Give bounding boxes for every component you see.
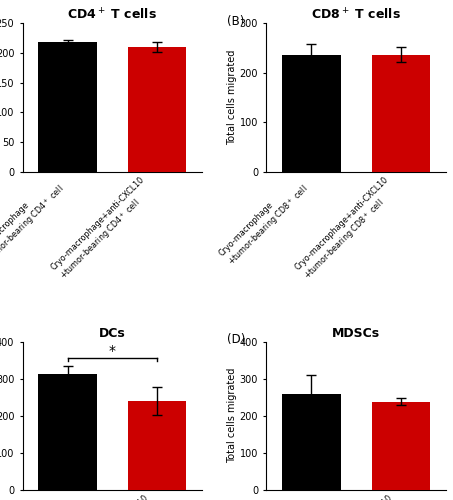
Bar bbox=[39, 374, 97, 490]
Bar bbox=[282, 394, 341, 490]
Bar bbox=[372, 54, 430, 172]
Title: CD8$^+$ T cells: CD8$^+$ T cells bbox=[311, 7, 401, 22]
Title: CD4$^+$ T cells: CD4$^+$ T cells bbox=[67, 7, 157, 22]
Text: *: * bbox=[109, 344, 116, 358]
Text: (B): (B) bbox=[227, 14, 244, 28]
Bar bbox=[372, 402, 430, 490]
Bar bbox=[128, 47, 187, 172]
Bar bbox=[282, 54, 341, 172]
Bar bbox=[39, 42, 97, 172]
Y-axis label: Total cells migrated: Total cells migrated bbox=[227, 50, 237, 146]
Y-axis label: Total cells migrated: Total cells migrated bbox=[227, 368, 237, 464]
Bar bbox=[128, 401, 187, 490]
Title: MDSCs: MDSCs bbox=[332, 328, 381, 340]
Title: DCs: DCs bbox=[99, 328, 126, 340]
Text: (D): (D) bbox=[227, 332, 246, 345]
